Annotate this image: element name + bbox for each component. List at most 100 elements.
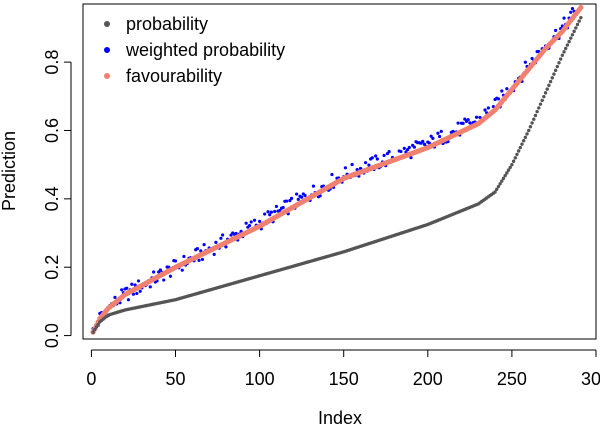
data-point — [295, 192, 299, 196]
data-point — [528, 125, 533, 129]
legend-marker-weighted-probability — [104, 47, 110, 53]
x-tick-label: 0 — [86, 369, 96, 389]
data-point — [274, 204, 279, 209]
data-point — [162, 278, 166, 282]
data-point — [412, 145, 416, 149]
data-point — [505, 87, 509, 91]
data-point — [152, 270, 156, 274]
data-point — [96, 322, 100, 327]
data-point — [288, 199, 292, 203]
plot-box — [82, 3, 597, 340]
data-point — [126, 298, 131, 302]
data-point — [131, 292, 136, 296]
data-point — [94, 325, 99, 329]
data-point — [252, 218, 257, 222]
data-point — [548, 79, 553, 84]
data-point — [273, 209, 277, 214]
data-point — [575, 22, 580, 27]
data-point — [268, 213, 272, 217]
data-point — [483, 108, 487, 112]
data-point — [263, 212, 267, 216]
data-point — [125, 286, 129, 290]
data-point — [486, 106, 490, 110]
data-point — [402, 146, 406, 150]
data-point — [569, 36, 573, 40]
data-point — [130, 282, 134, 286]
data-point — [224, 245, 228, 249]
x-axis: 0 50 100 150 200 250 300 — [86, 349, 600, 389]
y-tick-label: 0.2 — [42, 255, 62, 280]
data-point — [214, 240, 218, 244]
data-point — [525, 132, 529, 136]
data-point — [229, 233, 233, 237]
data-point — [247, 224, 252, 228]
data-point — [330, 172, 334, 177]
x-tick-label: 200 — [413, 369, 443, 389]
data-point — [518, 145, 523, 150]
data-point — [168, 274, 173, 278]
data-point — [515, 152, 519, 157]
data-point — [516, 149, 521, 153]
data-point — [513, 156, 517, 160]
data-point — [367, 163, 371, 167]
data-point — [219, 236, 223, 240]
legend-label-weighted-probability: weighted probability — [125, 40, 285, 60]
data-point — [212, 252, 216, 256]
data-point — [557, 61, 561, 65]
y-tick-label: 0.6 — [42, 118, 62, 143]
data-point — [540, 98, 544, 103]
data-point — [148, 285, 152, 289]
data-point — [289, 196, 294, 200]
data-point — [300, 195, 304, 199]
data-point — [555, 64, 560, 69]
data-point — [456, 121, 460, 125]
data-point — [399, 149, 403, 154]
data-point — [91, 330, 95, 334]
data-point — [543, 91, 548, 95]
data-point — [138, 289, 142, 293]
data-point — [200, 257, 205, 262]
x-tick-label: 50 — [165, 369, 185, 389]
data-point — [567, 39, 571, 44]
y-tick-label: 0.8 — [42, 50, 62, 75]
data-point — [407, 145, 411, 150]
data-point — [547, 83, 551, 88]
data-point — [579, 15, 583, 20]
data-point — [311, 184, 316, 188]
data-point — [93, 327, 97, 332]
y-axis-label: Prediction — [0, 131, 19, 211]
data-point — [258, 219, 262, 224]
data-point — [113, 295, 117, 299]
data-point — [202, 243, 206, 247]
x-tick-label: 150 — [329, 369, 359, 389]
data-point — [491, 105, 495, 109]
data-point — [527, 128, 531, 133]
data-point — [249, 220, 253, 224]
series-probability — [91, 15, 583, 334]
data-point — [195, 247, 199, 251]
data-point — [542, 94, 546, 99]
series-layer — [90, 4, 584, 335]
data-point — [437, 134, 442, 139]
data-point — [565, 43, 570, 47]
data-point — [510, 162, 514, 167]
data-point — [493, 190, 497, 194]
data-point — [436, 131, 440, 135]
data-point — [439, 129, 443, 134]
data-point — [221, 233, 225, 237]
data-point — [244, 221, 248, 225]
data-point — [495, 187, 499, 191]
data-point — [505, 171, 509, 175]
data-point — [350, 162, 354, 167]
data-point — [409, 156, 413, 160]
data-point — [363, 161, 368, 165]
data-point — [558, 57, 563, 61]
data-point — [570, 7, 575, 11]
data-point — [463, 117, 467, 121]
data-point — [120, 288, 124, 292]
data-point — [498, 182, 502, 186]
data-point — [508, 165, 512, 170]
data-point — [562, 50, 566, 54]
